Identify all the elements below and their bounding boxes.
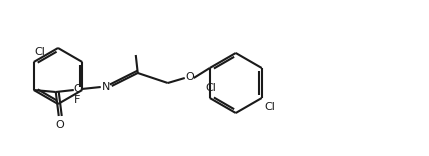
Text: F: F [74, 95, 80, 105]
Text: O: O [55, 120, 64, 130]
Text: O: O [185, 72, 194, 82]
Text: O: O [73, 84, 82, 94]
Text: N: N [102, 82, 110, 92]
Text: Cl: Cl [265, 102, 275, 112]
Text: Cl: Cl [205, 83, 216, 93]
Text: Cl: Cl [35, 47, 45, 57]
